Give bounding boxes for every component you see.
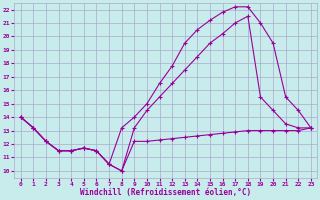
X-axis label: Windchill (Refroidissement éolien,°C): Windchill (Refroidissement éolien,°C): [80, 188, 252, 197]
